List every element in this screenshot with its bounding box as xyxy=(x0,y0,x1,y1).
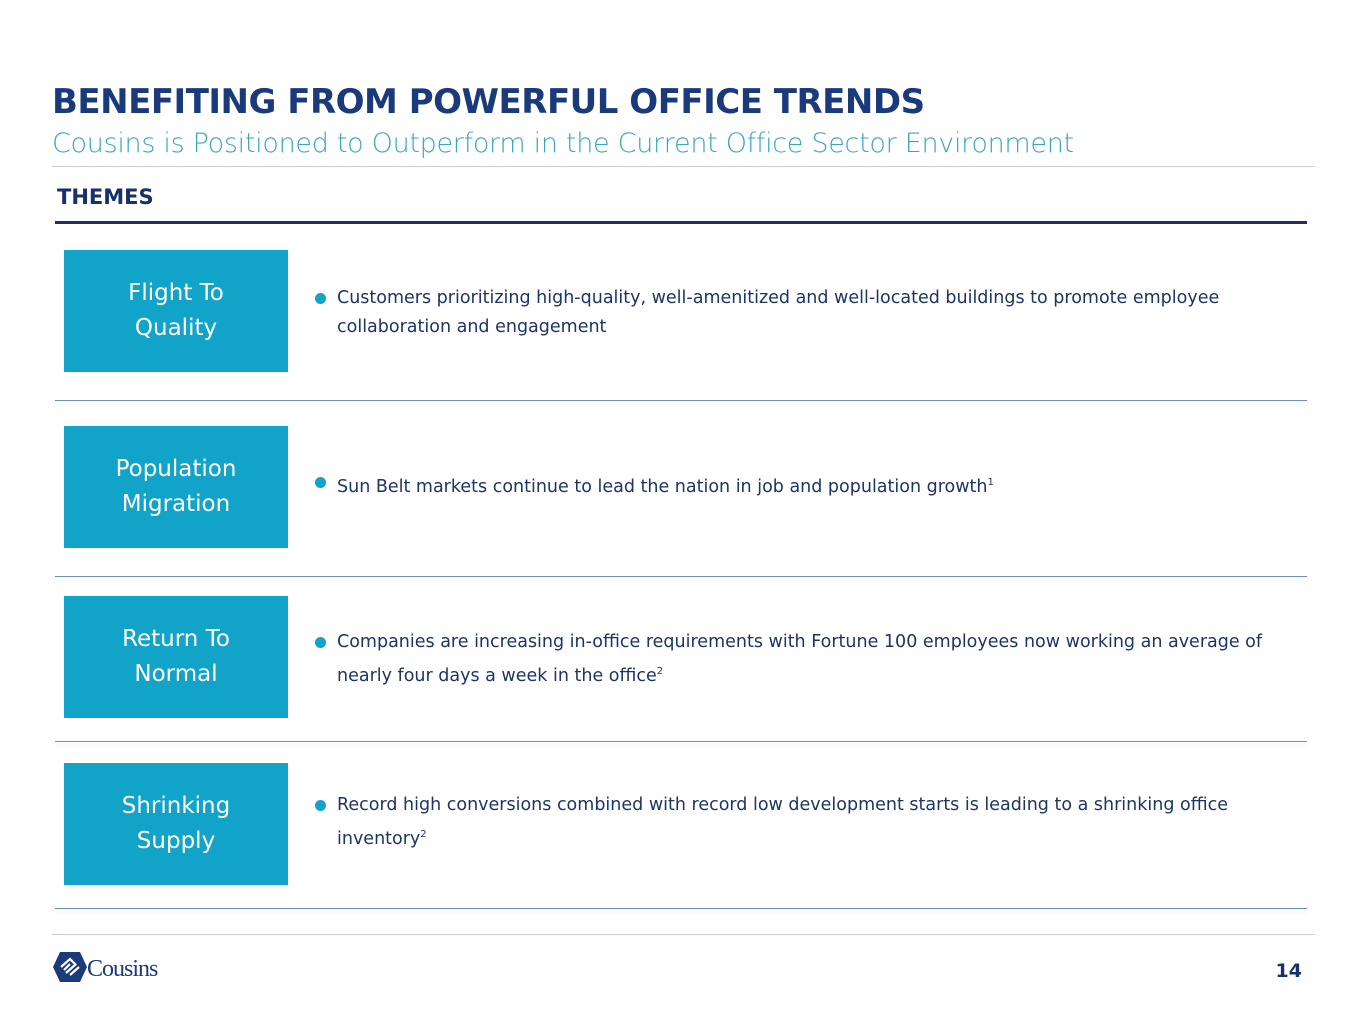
divider xyxy=(52,166,1315,167)
footnote-ref: 1 xyxy=(987,477,994,488)
bullet-text: Sun Belt markets continue to lead the na… xyxy=(337,468,1266,502)
theme-label: Population xyxy=(115,456,237,482)
bullet-text-main: Companies are increasing in-office requi… xyxy=(337,632,1263,686)
theme-label: Normal xyxy=(134,661,218,687)
row-separator xyxy=(55,576,1307,577)
logo-icon xyxy=(53,952,87,982)
bullet-item: Sun Belt markets continue to lead the na… xyxy=(315,468,1266,502)
theme-box: Population Migration xyxy=(64,426,288,548)
title: BENEFITING FROM POWERFUL OFFICE TRENDS xyxy=(52,82,925,122)
bullet-text-main: Record high conversions combined with re… xyxy=(337,795,1229,849)
theme-label: Shrinking xyxy=(121,793,231,819)
theme-label: Migration xyxy=(121,491,231,517)
theme-box: Shrinking Supply xyxy=(64,763,288,885)
theme-label: Quality xyxy=(134,315,218,341)
bullet-item: Record high conversions combined with re… xyxy=(315,791,1266,854)
bullet-dot xyxy=(315,637,326,648)
theme-label: Return To xyxy=(122,626,230,652)
divider xyxy=(52,934,1315,935)
footnote-ref: 2 xyxy=(420,829,427,840)
footnote-ref: 2 xyxy=(656,666,664,677)
divider xyxy=(55,221,1307,224)
bullet-dot xyxy=(315,800,326,811)
logo-text: Cousins xyxy=(87,956,158,982)
theme-box: Return To Normal xyxy=(64,596,288,718)
row-separator xyxy=(55,908,1307,909)
bullet-text: Record high conversions combined with re… xyxy=(337,791,1266,854)
row-separator xyxy=(55,741,1307,742)
bullet-text: Companies are increasing in-office requi… xyxy=(337,628,1266,691)
theme-box: Flight To Quality xyxy=(64,250,288,372)
row-separator xyxy=(55,400,1307,401)
bullet-item: Customers prioritizing high-quality, wel… xyxy=(315,284,1266,342)
bullet-text-main: Customers prioritizing high-quality, wel… xyxy=(337,288,1220,337)
bullet-text-main: Sun Belt markets continue to lead the na… xyxy=(337,476,988,497)
bullet-dot xyxy=(315,477,326,488)
subtitle: Cousins is Positioned to Outperform in t… xyxy=(52,128,1074,159)
theme-label: Supply xyxy=(136,828,216,854)
theme-label: Flight To xyxy=(128,280,224,306)
page-number: 14 xyxy=(1275,960,1302,982)
bullet-item: Companies are increasing in-office requi… xyxy=(315,628,1266,691)
bullet-text: Customers prioritizing high-quality, wel… xyxy=(337,284,1266,342)
section-label: THEMES xyxy=(57,185,154,209)
bullet-dot xyxy=(315,293,326,304)
